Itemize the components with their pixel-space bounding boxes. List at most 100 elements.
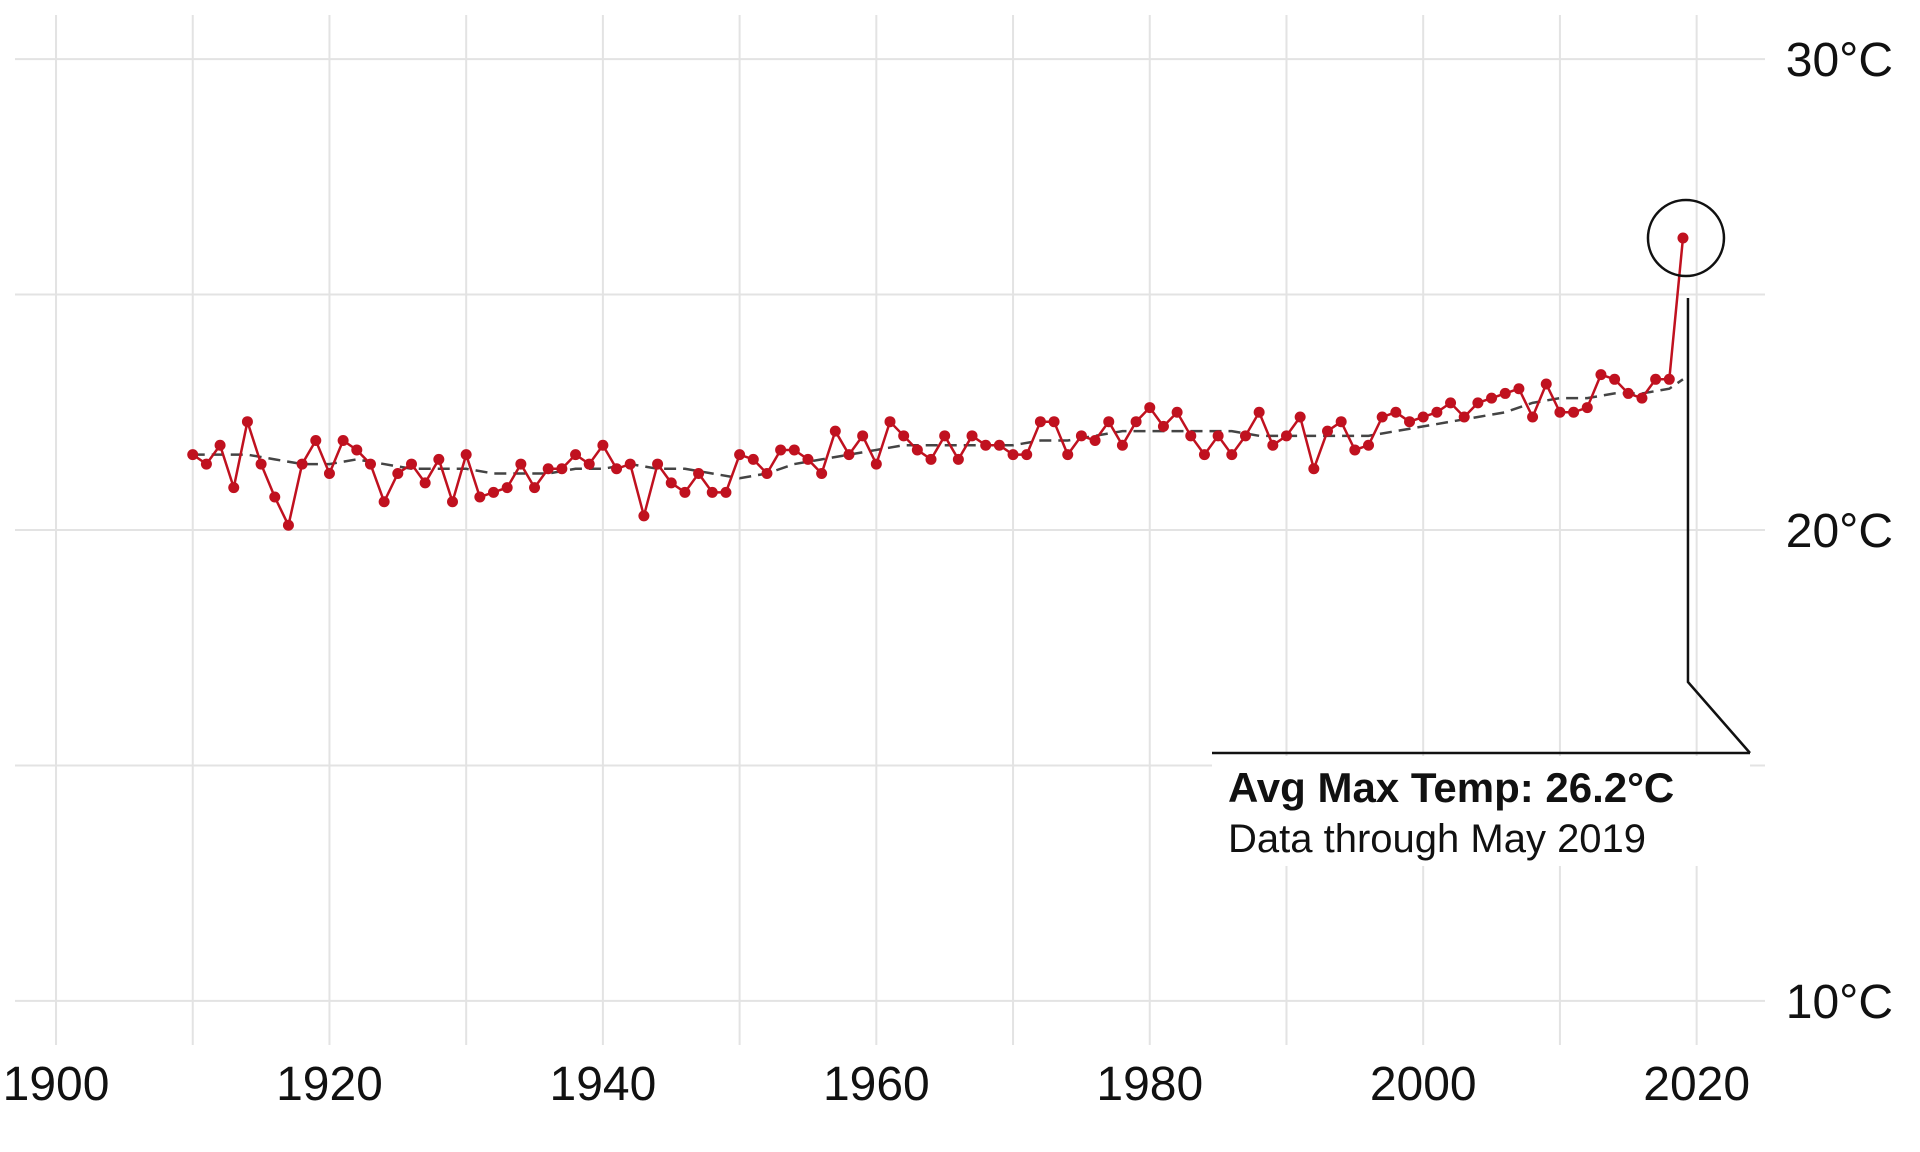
data-point-2012 (1581, 402, 1593, 414)
data-point-1998 (1390, 406, 1402, 418)
temperature-series-group (187, 232, 1689, 531)
x-tick-label: 1900 (3, 1058, 110, 1111)
data-point-1937 (556, 463, 568, 475)
data-point-1947 (693, 467, 705, 479)
x-tick-label: 1980 (1096, 1058, 1203, 1111)
data-point-1930 (460, 449, 472, 461)
data-point-1939 (583, 458, 595, 470)
y-tick-label: 20°C (1786, 505, 1893, 558)
data-point-1923 (364, 458, 376, 470)
data-point-1994 (1335, 416, 1347, 428)
data-point-1914 (241, 416, 253, 428)
data-point-1962 (898, 430, 910, 442)
trend-line-group (192, 378, 1684, 480)
data-point-1956 (816, 467, 828, 479)
y-axis-tick-labels: 10°C 20°C 30°C (1786, 34, 1893, 1029)
data-point-2006 (1499, 387, 1511, 399)
data-point-1969 (993, 439, 1005, 451)
data-point-1934 (515, 458, 527, 470)
data-point-1957 (829, 425, 841, 437)
data-point-1933 (501, 482, 513, 494)
data-point-1964 (925, 453, 937, 465)
data-point-1918 (296, 458, 308, 470)
data-point-1983 (1185, 430, 1197, 442)
data-point-1946 (679, 486, 691, 498)
data-point-1916 (269, 491, 281, 503)
data-point-1910 (187, 449, 199, 461)
data-point-2018 (1663, 373, 1675, 385)
data-point-2010 (1554, 406, 1566, 418)
data-point-1993 (1322, 425, 1333, 437)
data-point-2009 (1540, 378, 1552, 390)
annotation-title: Avg Max Temp: 26.2°C (1228, 764, 1674, 811)
data-point-1948 (706, 486, 718, 498)
callout-leader-line (1686, 298, 1751, 754)
data-point-1949 (720, 486, 732, 498)
data-point-1991 (1294, 411, 1306, 423)
data-point-1925 (392, 467, 404, 479)
data-point-1987 (1239, 430, 1251, 442)
data-point-1929 (447, 496, 458, 508)
data-point-1985 (1212, 430, 1224, 442)
data-point-1992 (1308, 463, 1320, 475)
x-tick-label: 2000 (1370, 1058, 1477, 1111)
y-tick-label: 30°C (1786, 34, 1893, 87)
data-point-2004 (1472, 397, 1484, 409)
data-point-1989 (1267, 439, 1279, 451)
data-point-1927 (419, 477, 431, 489)
data-point-2019 (1677, 232, 1689, 244)
data-point-1924 (378, 496, 390, 508)
data-point-1940 (597, 439, 609, 451)
data-point-1979 (1130, 416, 1142, 428)
data-point-1938 (570, 449, 582, 461)
data-point-2005 (1486, 392, 1498, 404)
data-point-1967 (966, 430, 978, 442)
data-point-1965 (939, 430, 951, 442)
data-point-1913 (228, 482, 240, 494)
x-tick-label: 2020 (1643, 1058, 1750, 1111)
data-point-2016 (1636, 392, 1648, 404)
data-point-1959 (857, 430, 869, 442)
data-point-1963 (911, 444, 923, 456)
data-point-1943 (638, 510, 650, 522)
data-point-1981 (1157, 420, 1169, 432)
data-point-1973 (1048, 416, 1060, 428)
x-tick-label: 1920 (276, 1058, 383, 1111)
x-tick-label: 1960 (823, 1058, 930, 1111)
data-point-1968 (980, 439, 992, 451)
data-point-1966 (952, 453, 964, 465)
data-point-1955 (802, 453, 814, 465)
data-point-1984 (1198, 449, 1210, 461)
data-point-1976 (1089, 435, 1101, 447)
data-point-1982 (1171, 406, 1183, 418)
annotation-subtitle: Data through May 2019 (1228, 817, 1646, 861)
data-point-1920 (323, 467, 335, 479)
data-point-1958 (843, 449, 855, 461)
data-point-1972 (1034, 416, 1046, 428)
data-point-1928 (433, 453, 445, 465)
data-point-1971 (1021, 449, 1033, 461)
data-point-1995 (1349, 444, 1361, 456)
data-point-2013 (1595, 369, 1607, 381)
data-point-2015 (1622, 387, 1634, 399)
data-point-2008 (1527, 411, 1539, 423)
data-point-1931 (474, 491, 486, 503)
data-point-1977 (1103, 416, 1115, 428)
data-point-1942 (624, 458, 636, 470)
data-point-1936 (542, 463, 554, 475)
data-point-1961 (884, 416, 896, 428)
data-point-2000 (1417, 411, 1429, 423)
x-axis-tick-labels: 1900 1920 1940 1960 1980 2000 2020 (3, 1058, 1750, 1111)
annotation-group: Avg Max Temp: 26.2°C Data through May 20… (1212, 198, 1751, 866)
y-tick-label: 10°C (1786, 976, 1893, 1029)
callout-background (1212, 756, 1750, 866)
data-point-2007 (1513, 383, 1525, 395)
data-point-2011 (1568, 406, 1580, 418)
data-point-1919 (310, 435, 322, 447)
data-point-1996 (1363, 439, 1375, 451)
data-point-1999 (1404, 416, 1416, 428)
data-point-1911 (200, 458, 212, 470)
highlight-circle (1646, 198, 1726, 278)
data-point-1951 (747, 453, 759, 465)
